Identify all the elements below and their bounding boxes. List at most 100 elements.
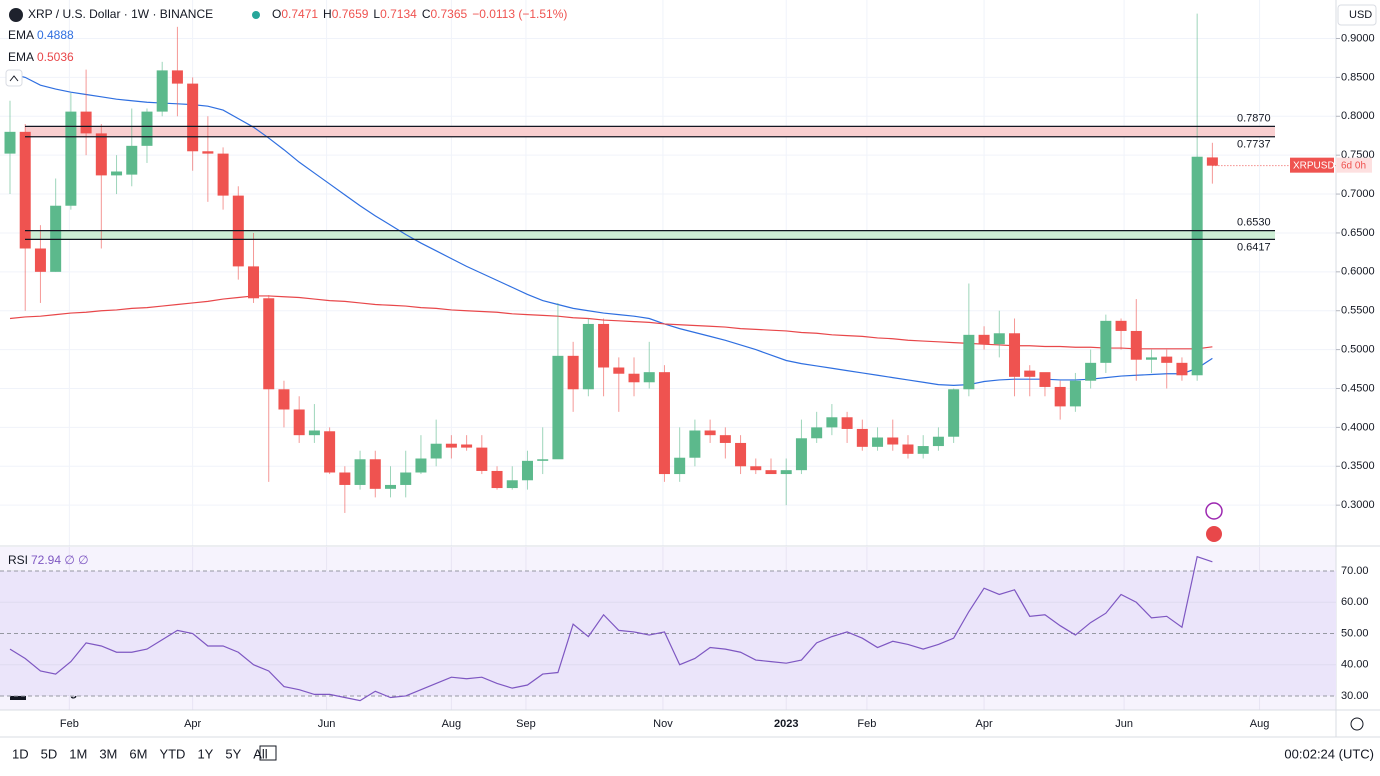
candle-body: [826, 417, 838, 428]
x-tick-label: 2023: [774, 718, 798, 730]
x-tick-label: Sep: [516, 718, 536, 730]
candle-body: [917, 446, 929, 454]
candle-body: [1085, 362, 1097, 381]
candle-body: [841, 417, 853, 429]
x-tick-label: Apr: [184, 718, 201, 730]
y-tick-label: 0.4000: [1341, 421, 1375, 433]
range-button[interactable]: 5D: [41, 746, 58, 761]
x-tick-label: Nov: [653, 718, 673, 730]
candle-body: [1206, 157, 1218, 166]
candle-body: [400, 472, 412, 485]
candle-body: [978, 334, 990, 345]
candle-body: [643, 372, 655, 383]
candle-body: [1024, 370, 1036, 377]
candle-body: [476, 447, 488, 471]
candle-body: [765, 470, 777, 475]
y-tick-label: 0.6000: [1341, 266, 1375, 278]
settings-icon[interactable]: [1350, 717, 1364, 731]
candle-body: [1115, 320, 1127, 331]
chart-title: XRP / U.S. Dollar · 1W · BINANCE: [28, 7, 213, 21]
range-button[interactable]: 1Y: [197, 746, 213, 761]
y-tick-label: 0.9000: [1341, 32, 1375, 44]
rsi-tick-label: 70.00: [1341, 565, 1369, 577]
date-range-icon[interactable]: [259, 745, 277, 761]
range-button[interactable]: 3M: [99, 746, 117, 761]
ohlc-legend: O 0.7471 H 0.7659 L 0.7134 C 0.7365 −0.0113 (−1.…: [272, 7, 567, 21]
x-tick-label: Feb: [857, 718, 876, 730]
event-icon[interactable]: [1205, 502, 1223, 520]
candle-body: [902, 444, 914, 454]
ohlc-value: 0.7365: [430, 7, 467, 21]
candle-body: [719, 435, 731, 443]
candle-body: [293, 409, 305, 436]
range-button[interactable]: 5Y: [225, 746, 241, 761]
candle-body: [1161, 356, 1173, 363]
symbol-badge: [1290, 157, 1334, 173]
candle-body: [887, 437, 899, 445]
candle-body: [1009, 333, 1021, 377]
ohlc-key: O: [272, 7, 281, 21]
candle-body: [308, 430, 320, 436]
ema-name: EMA: [8, 50, 34, 64]
candle-body: [1039, 372, 1051, 387]
ohlc-key: L: [373, 7, 380, 21]
candle-body: [948, 389, 960, 437]
ohlc-change: −0.0113 (−1.51%): [472, 7, 567, 21]
candle-body: [385, 484, 396, 489]
candle-body: [430, 443, 442, 459]
range-button[interactable]: 1D: [12, 746, 29, 761]
candle-body: [811, 427, 823, 439]
range-button[interactable]: YTD: [159, 746, 185, 761]
candle-body: [263, 298, 275, 390]
candle-body: [780, 470, 792, 475]
x-tick-label: Jun: [318, 718, 336, 730]
candle-body: [126, 145, 138, 175]
candle-body: [704, 430, 716, 436]
candle-body: [689, 430, 701, 458]
toolbar: 1D 5D 1M 3M 6M YTD 1Y 5Y All: [12, 746, 268, 761]
ema-line: [9, 72, 1213, 386]
candle-body: [537, 459, 549, 461]
candle-body: [582, 323, 594, 390]
y-tick-label: 0.6500: [1341, 227, 1375, 239]
ema-name: EMA: [8, 28, 34, 42]
range-button[interactable]: 1M: [69, 746, 87, 761]
candle-body: [506, 480, 518, 489]
candle-body: [141, 111, 153, 146]
candle-body: [65, 111, 77, 206]
candle-body: [1100, 320, 1112, 363]
x-tick-label: Aug: [442, 718, 462, 730]
range-button[interactable]: 6M: [129, 746, 147, 761]
range-button[interactable]: All: [253, 746, 268, 761]
countdown: 6d 0h: [1341, 160, 1366, 171]
level-label: 0.6530: [1237, 217, 1271, 229]
candle-body: [567, 355, 579, 390]
x-tick-label: Jun: [1115, 718, 1133, 730]
collapse-button[interactable]: [5, 69, 23, 87]
candle-body: [963, 334, 975, 390]
y-tick-label: 0.3000: [1341, 499, 1375, 511]
candle-body: [156, 70, 168, 112]
zone: [25, 230, 1275, 240]
candle-body: [95, 133, 107, 176]
rsi-line: [9, 555, 1213, 702]
currency-button[interactable]: [1337, 4, 1377, 26]
candle-body: [34, 248, 46, 272]
y-tick-label: 0.5500: [1341, 305, 1375, 317]
candle-body: [50, 205, 62, 272]
ohlc-value: 0.7659: [332, 7, 369, 21]
candle-body: [415, 458, 427, 473]
ema-value: 0.4888: [37, 28, 74, 42]
y-tick-label: 0.7000: [1341, 188, 1375, 200]
rsi-tick-label: 50.00: [1341, 627, 1369, 639]
x-tick-label: Aug: [1250, 718, 1270, 730]
event-flag[interactable]: [1206, 526, 1222, 542]
candle-body: [750, 466, 762, 471]
clock: 00:02:24 (UTC): [1284, 746, 1374, 761]
countdown-badge: [1336, 157, 1372, 173]
candle-body: [248, 266, 260, 299]
level-label: 0.7737: [1237, 139, 1271, 151]
candle-body: [217, 153, 229, 196]
ohlc-value: 0.7134: [380, 7, 417, 21]
candle-body: [552, 355, 564, 460]
